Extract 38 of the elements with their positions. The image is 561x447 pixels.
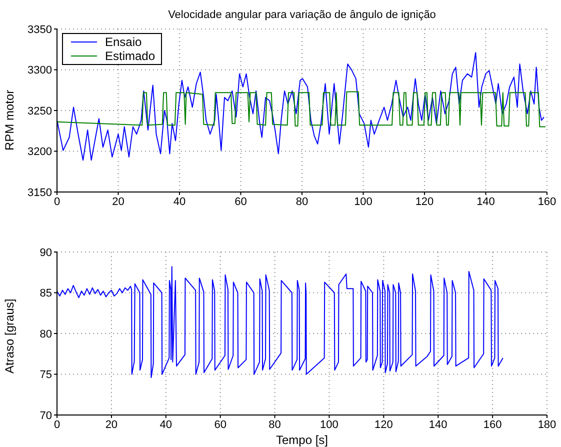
x-axis-title: Tempo [s]	[276, 433, 328, 447]
x-tick-label: 80	[268, 418, 281, 431]
x-tick-label: 140	[476, 196, 495, 208]
y-axis-title: RPM motor	[2, 90, 16, 150]
x-tick-label: 0	[54, 196, 60, 208]
x-tick-label: 140	[428, 418, 448, 431]
legend-label: Estimado	[105, 49, 156, 63]
y-tick-label: 3150	[28, 186, 52, 199]
y-tick-label: 70	[40, 410, 52, 422]
y-tick-label: 3200	[28, 146, 52, 158]
x-tick-label: 60	[234, 196, 247, 208]
x-tick-label: 40	[173, 196, 186, 208]
x-tick-label: 160	[483, 418, 502, 431]
x-tick-label: 20	[112, 196, 124, 208]
y-tick-label: 90	[40, 246, 52, 259]
y-tick-label: 3300	[28, 64, 52, 77]
y-tick-label: 75	[40, 369, 52, 382]
y-tick-label: 3250	[28, 105, 52, 118]
y-tick-label: 80	[40, 328, 52, 340]
x-tick-label: 0	[54, 418, 60, 431]
x-tick-label: 60	[214, 418, 226, 431]
line-series	[57, 91, 546, 128]
y-axis-title: Atraso [graus]	[2, 298, 16, 374]
y-tick-label: 85	[40, 288, 52, 300]
y-tick-label: 3350	[28, 24, 52, 36]
x-tick-label: 80	[296, 196, 308, 208]
line-series	[57, 266, 504, 378]
x-tick-label: 120	[374, 418, 393, 431]
x-tick-label: 180	[538, 418, 556, 431]
line-series	[57, 52, 544, 161]
legend-label: Ensaio	[105, 35, 142, 49]
x-tick-label: 120	[415, 196, 434, 208]
x-tick-label: 40	[160, 418, 172, 431]
x-tick-label: 20	[105, 418, 118, 431]
x-tick-label: 160	[538, 196, 556, 208]
x-tick-label: 100	[320, 418, 338, 431]
chart-title: Velocidade angular para variação de ângulo de ignição	[167, 9, 437, 21]
x-tick-label: 100	[354, 196, 372, 208]
